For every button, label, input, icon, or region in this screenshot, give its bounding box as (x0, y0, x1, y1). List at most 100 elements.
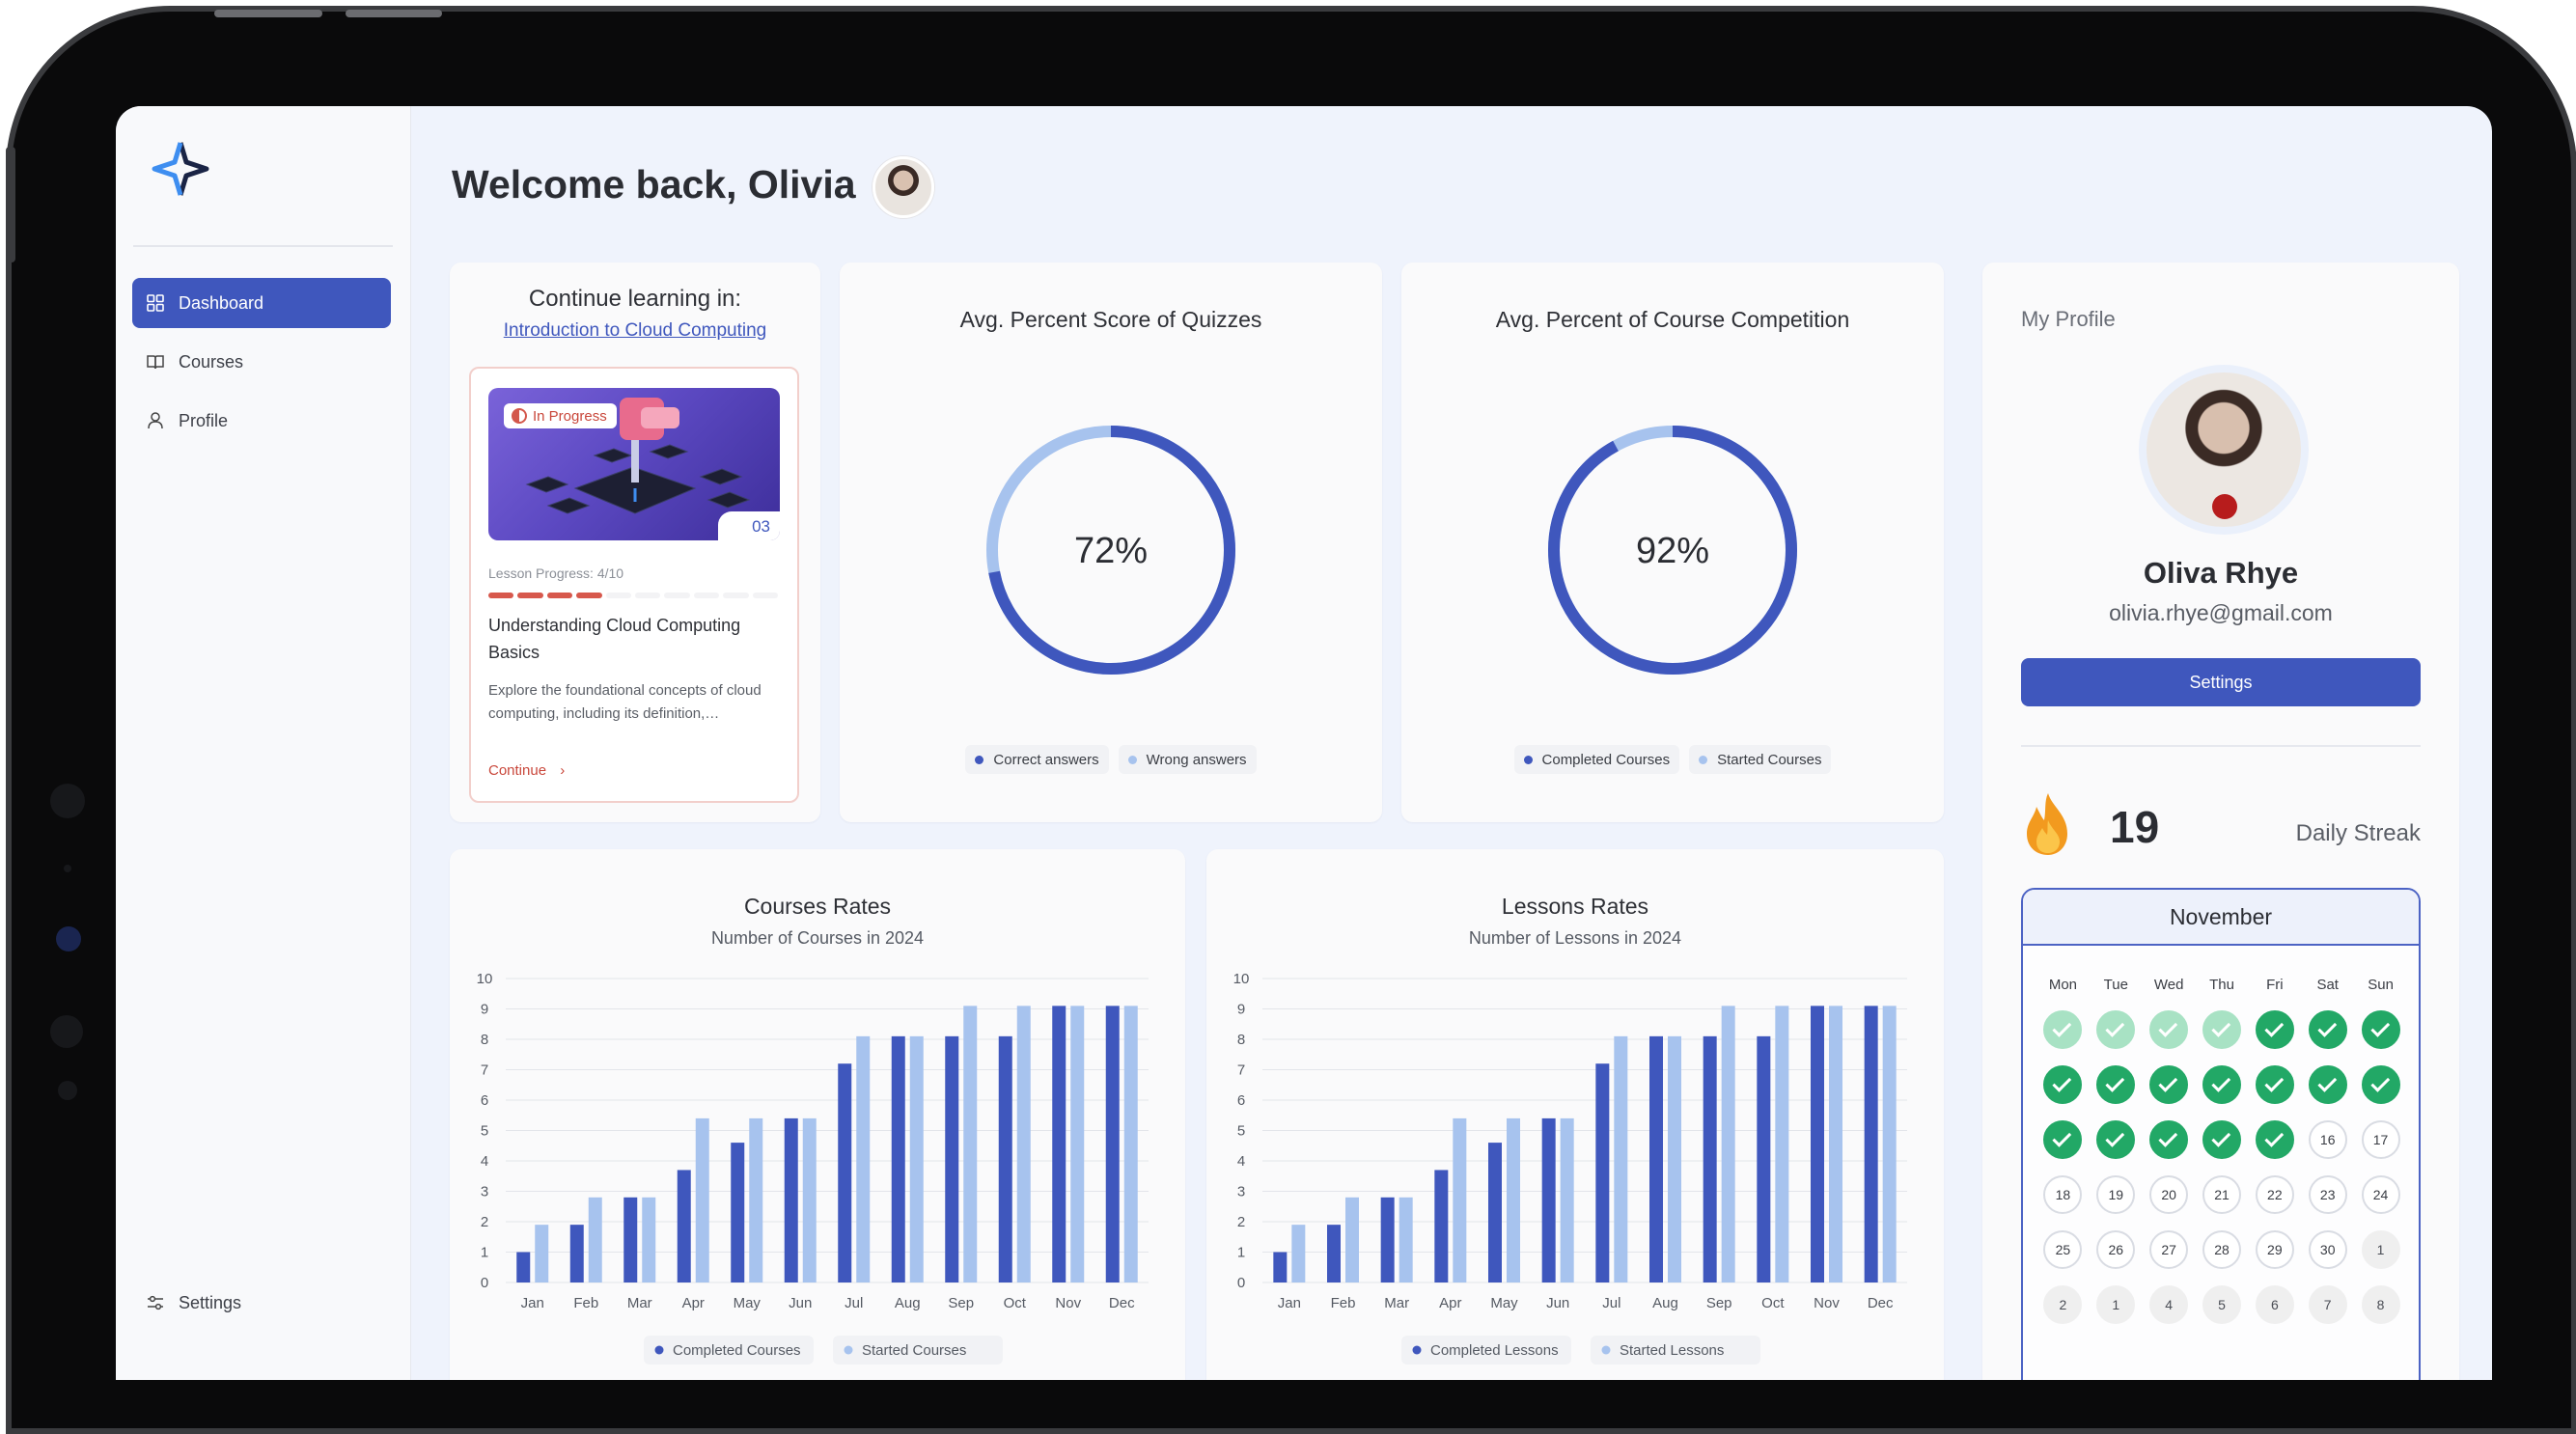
calendar-day[interactable]: 7 (2308, 1285, 2347, 1324)
calendar-day[interactable] (2255, 1120, 2294, 1159)
calendar-day[interactable] (2255, 1065, 2294, 1104)
x-tick-label: Nov (1055, 1295, 1081, 1311)
bar (677, 1170, 691, 1282)
continue-link[interactable]: Continue › (488, 762, 565, 779)
legend-label: Completed Courses (673, 1342, 801, 1359)
calendar-day[interactable]: 1 (2096, 1285, 2136, 1324)
lesson-progress-text: Lesson Progress: 4/10 (488, 565, 624, 581)
continue-learning-card: Continue learning in: Introduction to Cl… (450, 262, 820, 822)
calendar-day[interactable] (2361, 1010, 2400, 1049)
bar (1327, 1225, 1341, 1282)
lessons-bar-chart: 0 1 2 3 4 5 6 7 8 9 10 Jan Feb Mar Apr May Jun Jul Aug Sep O… (1233, 971, 1907, 1365)
check-icon (2052, 1127, 2072, 1147)
streak-count: 19 (2110, 802, 2160, 852)
calendar-day[interactable]: 28 (2202, 1230, 2241, 1269)
profile-avatar[interactable] (2139, 365, 2309, 535)
sensor-dot (50, 1015, 83, 1048)
nav-item-settings[interactable]: Settings (132, 1278, 391, 1328)
calendar-day[interactable]: 6 (2255, 1285, 2294, 1324)
calendar-day[interactable] (2149, 1120, 2189, 1159)
calendar-day[interactable]: 17 (2361, 1120, 2400, 1159)
calendar-day[interactable] (2043, 1010, 2083, 1049)
profile-email: olivia.rhye@gmail.com (2109, 600, 2333, 625)
calendar-day[interactable]: 29 (2255, 1230, 2294, 1269)
calendar-day[interactable] (2096, 1010, 2136, 1049)
sensor-dot (64, 865, 71, 872)
bar (588, 1197, 602, 1282)
check-icon (2317, 1072, 2337, 1092)
y-tick-label: 3 (481, 1184, 488, 1200)
nav-item-profile[interactable]: Profile (132, 396, 391, 446)
calendar-day[interactable]: 25 (2043, 1230, 2083, 1269)
bar (1380, 1197, 1395, 1282)
calendar-day[interactable] (2202, 1065, 2241, 1104)
profile-name: Oliva Rhye (2143, 556, 2299, 590)
calendar-day[interactable] (2308, 1065, 2347, 1104)
calendar-day[interactable]: 16 (2308, 1120, 2347, 1159)
check-icon (2052, 1072, 2072, 1092)
chevron-right-icon: › (560, 762, 566, 779)
legend-label: Started Courses (1717, 751, 1822, 768)
x-tick-label: Aug (1652, 1295, 1678, 1311)
calendar-day[interactable] (2149, 1010, 2189, 1049)
completion-legend: Completed Courses Started Courses (1401, 745, 1944, 774)
sensor-dot (58, 1081, 77, 1100)
calendar-day[interactable] (2361, 1065, 2400, 1104)
calendar-day[interactable]: 1 (2361, 1230, 2400, 1269)
calendar-day[interactable]: 30 (2308, 1230, 2347, 1269)
nav-item-dashboard[interactable]: Dashboard (132, 278, 391, 328)
y-tick-label: 5 (1237, 1123, 1245, 1140)
calendar-day[interactable]: 19 (2096, 1175, 2136, 1214)
calendar-day[interactable]: 23 (2308, 1175, 2347, 1214)
calendar-day[interactable] (2308, 1010, 2347, 1049)
calendar-day[interactable] (2149, 1065, 2189, 1104)
legend-dot (975, 755, 984, 764)
x-tick-label: May (734, 1295, 762, 1311)
bar (749, 1117, 763, 1282)
calendar-day[interactable]: 27 (2149, 1230, 2189, 1269)
y-tick-label: 1 (1237, 1245, 1245, 1261)
lesson-card[interactable]: In Progress 03 Lesson Progress: 4/10 Und… (469, 367, 799, 803)
calendar-day[interactable] (2255, 1010, 2294, 1049)
weekday-label: Thu (2209, 977, 2234, 993)
calendar-day[interactable] (2096, 1065, 2136, 1104)
calendar-day[interactable] (2043, 1065, 2083, 1104)
brand-logo-icon[interactable] (151, 139, 210, 199)
progress-segment (723, 593, 749, 598)
calendar-day[interactable]: 18 (2043, 1175, 2083, 1214)
calendar-day[interactable]: 26 (2096, 1230, 2136, 1269)
server-illustration (525, 398, 751, 514)
calendar-day[interactable]: 22 (2255, 1175, 2294, 1214)
sidebar: Dashboard Courses Profile Settings (116, 106, 411, 1380)
avatar[interactable] (873, 156, 934, 218)
bar (1105, 1006, 1120, 1282)
calendar-day[interactable]: 8 (2361, 1285, 2400, 1324)
bar (1399, 1197, 1413, 1282)
check-icon (2158, 1072, 2178, 1092)
bar (891, 1035, 905, 1282)
legend-dot (1523, 755, 1533, 764)
bar (1273, 1252, 1288, 1282)
calendar-day[interactable]: 4 (2149, 1285, 2189, 1324)
calendar-day[interactable] (2202, 1120, 2241, 1159)
app-screen: Dashboard Courses Profile Settings (116, 106, 2492, 1380)
nav-item-courses[interactable]: Courses (132, 337, 391, 387)
bar (1123, 1006, 1138, 1282)
calendar-day[interactable] (2096, 1120, 2136, 1159)
y-tick-label: 10 (1233, 971, 1250, 987)
check-icon (2211, 1017, 2231, 1037)
x-tick-label: Apr (682, 1295, 705, 1311)
settings-button[interactable]: Settings (2021, 658, 2421, 706)
course-link[interactable]: Introduction to Cloud Computing (503, 320, 767, 341)
calendar-day[interactable]: 24 (2361, 1175, 2400, 1214)
calendar-day[interactable] (2043, 1120, 2083, 1159)
calendar-day[interactable]: 5 (2202, 1285, 2241, 1324)
bar (516, 1252, 531, 1282)
y-tick-label: 7 (1237, 1062, 1245, 1079)
progress-segment (752, 593, 779, 598)
calendar-day[interactable]: 20 (2149, 1175, 2189, 1214)
calendar-day[interactable]: 2 (2043, 1285, 2083, 1324)
calendar-day[interactable] (2202, 1010, 2241, 1049)
calendar-day[interactable]: 21 (2202, 1175, 2241, 1214)
quiz-donut-chart: 72% (986, 426, 1235, 675)
